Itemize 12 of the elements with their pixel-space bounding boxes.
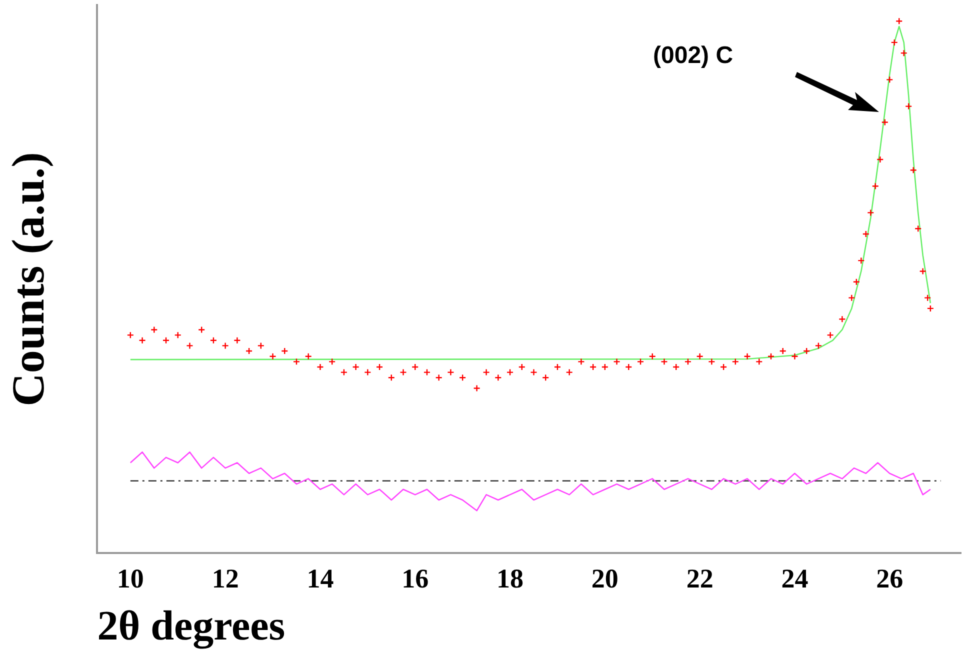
x-axis-title: 2θ degrees: [97, 604, 286, 650]
x-tick-label: 20: [591, 563, 618, 594]
y-axis-title: Counts (a.u.): [2, 152, 54, 406]
x-tick-label: 10: [116, 563, 144, 594]
x-tick-label: 18: [496, 563, 524, 594]
x-tick-label: 24: [781, 563, 808, 594]
annotation: (002) C: [653, 42, 734, 70]
x-tick-label: 12: [212, 563, 239, 594]
x-tick-label: 16: [402, 563, 429, 594]
x-tick-label: 22: [686, 563, 714, 594]
x-tick-label: 14: [306, 563, 334, 594]
x-tick-label: 26: [876, 563, 904, 594]
